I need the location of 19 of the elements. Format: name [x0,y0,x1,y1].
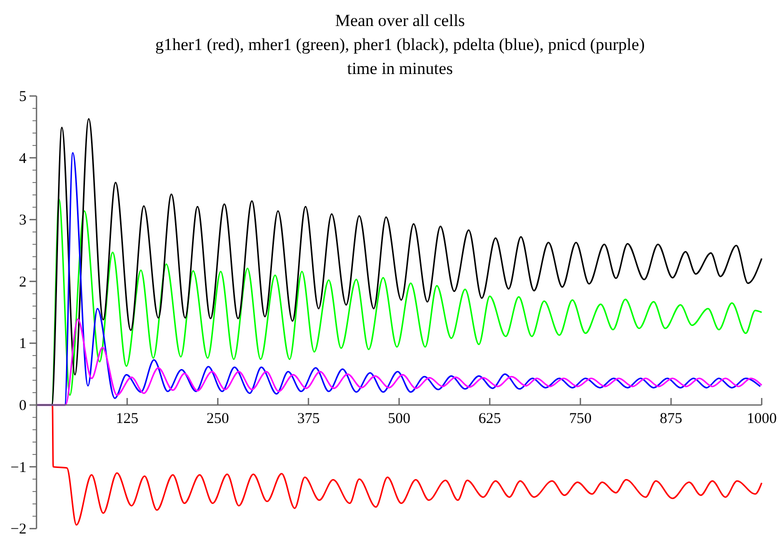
y-tick-label: 0 [19,398,26,414]
x-tick-label: 625 [478,411,501,427]
y-tick-label: 5 [19,89,26,105]
y-tick-label: 4 [19,150,27,167]
x-tick-label: 1000 [746,411,777,427]
x-axis-title: time in minutes [347,59,453,78]
chart-subtitle: g1her1 (red), mher1 (green), pher1 (black), pdelta (blue), pnicd (purple) [155,35,645,54]
x-tick-label: 875 [660,411,682,427]
chart-title: Mean over all cells [335,11,465,30]
x-tick-label: 125 [116,411,138,427]
x-tick-label: 500 [388,411,410,427]
y-tick-label: 1 [19,336,26,352]
x-tick-label: 750 [569,411,592,427]
y-tick-label: −2 [10,522,26,537]
x-tick-label: 375 [297,411,320,427]
y-tick-label: 2 [19,274,26,290]
x-tick-label: 250 [206,411,230,427]
y-tick-label: 3 [19,212,26,229]
y-tick-label: −1 [10,460,26,476]
